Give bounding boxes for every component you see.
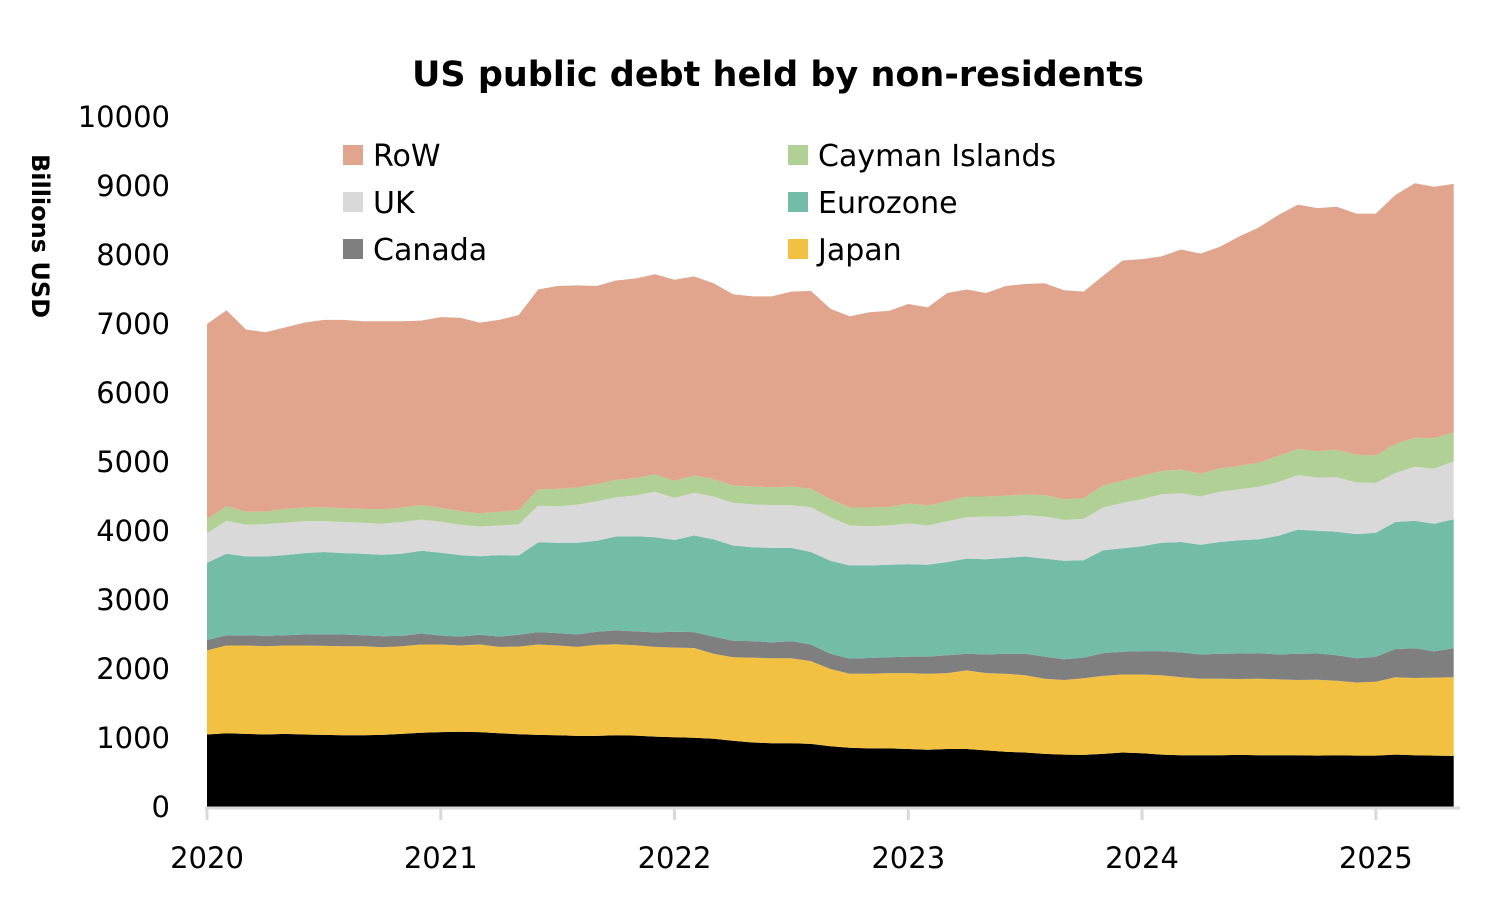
area-eurozone xyxy=(207,519,1454,660)
x-ticks: 2020 2021 2022 2023 2024 2025 xyxy=(170,808,1413,875)
x-tick-label: 2023 xyxy=(871,841,945,875)
legend-swatch-japan xyxy=(788,239,808,259)
y-tick-label: 6000 xyxy=(96,376,170,410)
x-tick-label: 2021 xyxy=(404,841,478,875)
y-tick-label: 9000 xyxy=(96,169,170,203)
x-tick-label: 2020 xyxy=(170,841,244,875)
legend-swatch-eurozone xyxy=(788,192,808,212)
y-tick-label: 4000 xyxy=(96,514,170,548)
area-japan xyxy=(207,644,1454,756)
y-tick-label: 3000 xyxy=(96,583,170,617)
chart-title: US public debt held by non-residents xyxy=(412,55,1144,95)
area-uk xyxy=(207,461,1454,566)
area-unlabeled-series-0 xyxy=(207,731,1454,807)
areas-layer xyxy=(207,183,1454,807)
legend-label-eurozone: Eurozone xyxy=(818,186,958,221)
legend-label-canada: Canada xyxy=(373,233,487,268)
x-tick-label: 2024 xyxy=(1105,841,1179,875)
y-tick-label: 5000 xyxy=(96,445,170,479)
area-canada xyxy=(207,630,1454,683)
legend: RoW Cayman Islands UK Eurozone Canada Japan xyxy=(343,139,1056,268)
x-tick-label: 2025 xyxy=(1339,841,1413,875)
y-tick-label: 2000 xyxy=(96,652,170,686)
y-tick-label: 0 xyxy=(152,790,170,824)
y-ticks: 0 1000 2000 3000 4000 5000 6000 7000 8000 9000 100… xyxy=(78,100,170,824)
legend-swatch-canada xyxy=(343,239,363,259)
area-cayman-islands xyxy=(207,432,1454,534)
y-tick-label: 8000 xyxy=(96,238,170,272)
y-tick-label: 1000 xyxy=(96,721,170,755)
legend-label-cayman-islands: Cayman Islands xyxy=(818,139,1056,174)
y-tick-label: 10000 xyxy=(78,100,170,134)
legend-label-japan: Japan xyxy=(816,233,902,268)
legend-label-row: RoW xyxy=(373,139,441,174)
legend-swatch-row xyxy=(343,145,363,165)
x-tick-label: 2022 xyxy=(638,841,712,875)
y-tick-label: 7000 xyxy=(96,307,170,341)
legend-swatch-uk xyxy=(343,192,363,212)
area-row xyxy=(207,183,1454,520)
y-axis-label: Billions USD xyxy=(26,154,54,318)
legend-swatch-cayman-islands xyxy=(788,145,808,165)
legend-label-uk: UK xyxy=(373,186,416,221)
